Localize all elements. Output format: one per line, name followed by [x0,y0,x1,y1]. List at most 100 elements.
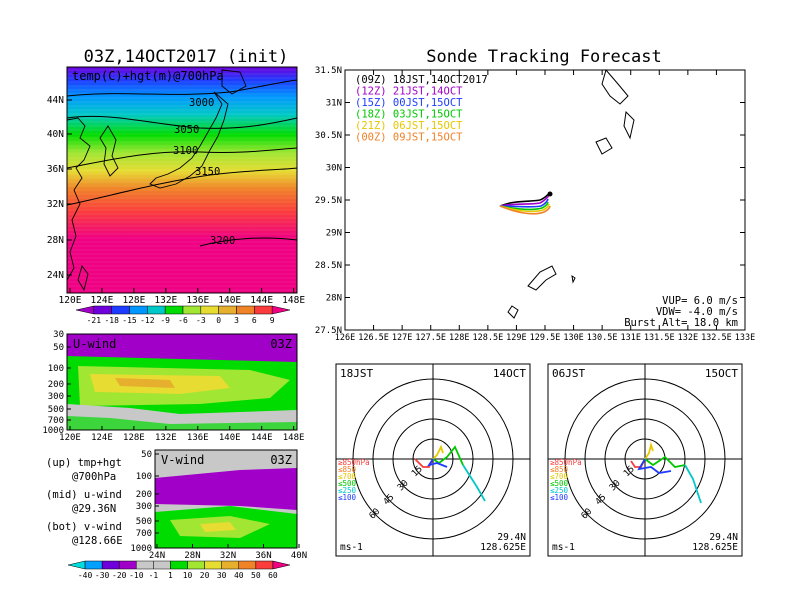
vwind-time: 03Z [270,453,292,467]
hodo-date: 14OCT [493,367,526,380]
lat-tick-label: 28N [326,294,342,304]
temp-streaks [67,69,297,291]
coastline-taiwan [77,265,89,292]
contour-label-3050: 3050 [174,124,199,136]
left-lat-axis: 44N 40N 36N 32N 28N 24N [47,95,72,281]
vwind-panel: V-wind 03Z 50 100 200 300 500 700 1000 24N 28N 3… [130,449,307,561]
coastline-asia [66,117,91,281]
wind-colorbar-swatch [204,560,222,570]
hodo-level-label: ≤250 [550,486,569,495]
contour-line-3150 [66,167,298,206]
track-18z [499,201,549,211]
uwind-time: 03Z [270,337,292,351]
wind-colorbar-label: 30 [217,571,227,580]
wind-colorbar-swatch [101,560,120,570]
panel-notes: (up) tmp+hgt @700hPa (mid) u-wind @29.36… [46,457,123,547]
uwind-frame [66,333,298,431]
lon-tick-label: 126.5E [358,333,389,343]
contour-label-3100: 3100 [173,145,198,157]
wind-colorbar-swatch [84,560,103,570]
coastline-hokkaido [221,69,247,95]
right-title: Sonde Tracking Forecast [426,47,661,67]
temp-colorbar-label: -21 [87,316,102,325]
lat-tick-label: 30.5N [315,131,342,141]
contour-label-3200: 3200 [210,235,235,247]
wind-colorbar-label: -1 [149,571,159,580]
hodo-lon: 128.625E [692,542,738,553]
lon-tick-label: 132E [154,295,177,306]
p-tick-label: 700 [136,529,152,539]
lat-tick-label: 36N [47,164,64,175]
lon-tick-label: 127.5E [415,333,446,343]
track-legend-entry: (21Z) 06JST,15OCT [355,120,463,132]
temp-colorbar: -21 -18 -15 -12 -9 -6 -3 0 3 6 9 [75,305,291,325]
hodo-level-label: ≤100 [550,493,569,502]
wind-colorbar-swatch [187,560,205,570]
temp-colorbar-swatch [218,305,237,315]
hodo-time: 18JST [340,367,373,380]
note-mid-sub: @29.36N [72,503,116,515]
temp-colorbar-swatch [164,305,184,315]
vwind-lat-axis: 24N 28N 32N 36N 40N [149,544,307,561]
lat-tick-label: 40N [291,551,307,561]
lat-tick-label: 28N [184,551,200,561]
hodo-lon: 128.625E [480,542,526,553]
lon-tick-label: 124E [90,295,113,306]
temp-colorbar-swatch [200,305,219,315]
wind-colorbar-label: 50 [251,571,261,580]
lat-tick-label: 31.5N [315,66,342,76]
island-small-2 [571,274,576,284]
lon-tick-label: 148E [282,295,305,306]
hodo-level-label: ≥850hPa [550,458,582,467]
track-21z [499,203,550,213]
track-15z [499,198,549,208]
p-tick-label: 700 [48,416,64,426]
hodo-trace [644,455,686,468]
temp-colorbar-swatch [75,305,95,315]
temp-colorbar-label: 9 [270,316,275,325]
p-tick-label: 100 [48,364,64,374]
hodo-level-label: ≤100 [338,493,357,502]
p-tick-label: 50 [53,343,64,353]
wind-colorbar-swatch [255,560,274,570]
track-legend-entry: (15Z) 00JST,15OCT [355,97,463,109]
hodo-trace [432,445,464,466]
hodo-lat: 29.4N [709,532,738,543]
hodo-level-label: ≤850 [550,465,569,474]
lon-tick-label: 148E [283,433,305,443]
temp-colorbar-label: -15 [122,316,137,325]
temp-colorbar-label: 6 [252,316,257,325]
wind-colorbar: -40 -30 -20 -10 -1 1 10 20 30 40 50 60 [67,560,291,580]
p-tick-label: 200 [136,490,152,500]
hodo-trace [644,441,654,460]
wind-colorbar-swatch [170,560,188,570]
temp-map-frame [66,66,298,294]
note-mid-head: (mid) u-wind [46,489,122,501]
track-12z [499,195,550,207]
lat-tick-label: 32N [47,199,64,210]
p-tick-label: 1000 [130,544,152,554]
lon-tick-label: 124E [91,433,113,443]
lon-tick-label: 128E [123,433,145,443]
hodo-lat: 29.4N [497,532,526,543]
lon-tick-label: 120E [59,295,82,306]
track-legend: (09Z) 18JST,14OCT2017(12Z) 21JST,14OCT(1… [355,74,488,144]
launch-point [547,191,553,197]
lon-tick-label: 120E [59,433,81,443]
vwind-label: V-wind [161,453,204,467]
contour-label-3000: 3000 [189,97,214,109]
note-up-head: (up) tmp+hgt [46,457,122,469]
note-bot-head: (bot) v-wind [46,521,122,533]
island-small-1 [507,305,519,319]
hodo-units: ms-1 [340,542,363,553]
temp-colorbar-swatch [93,305,112,315]
param-vup: VUP= 6.0 m/s [662,295,738,307]
lon-tick-label: 144E [251,433,273,443]
p-tick-label: 300 [48,392,64,402]
hodo-level-label: ≤850 [338,465,357,474]
lon-tick-label: 126E [335,333,355,343]
